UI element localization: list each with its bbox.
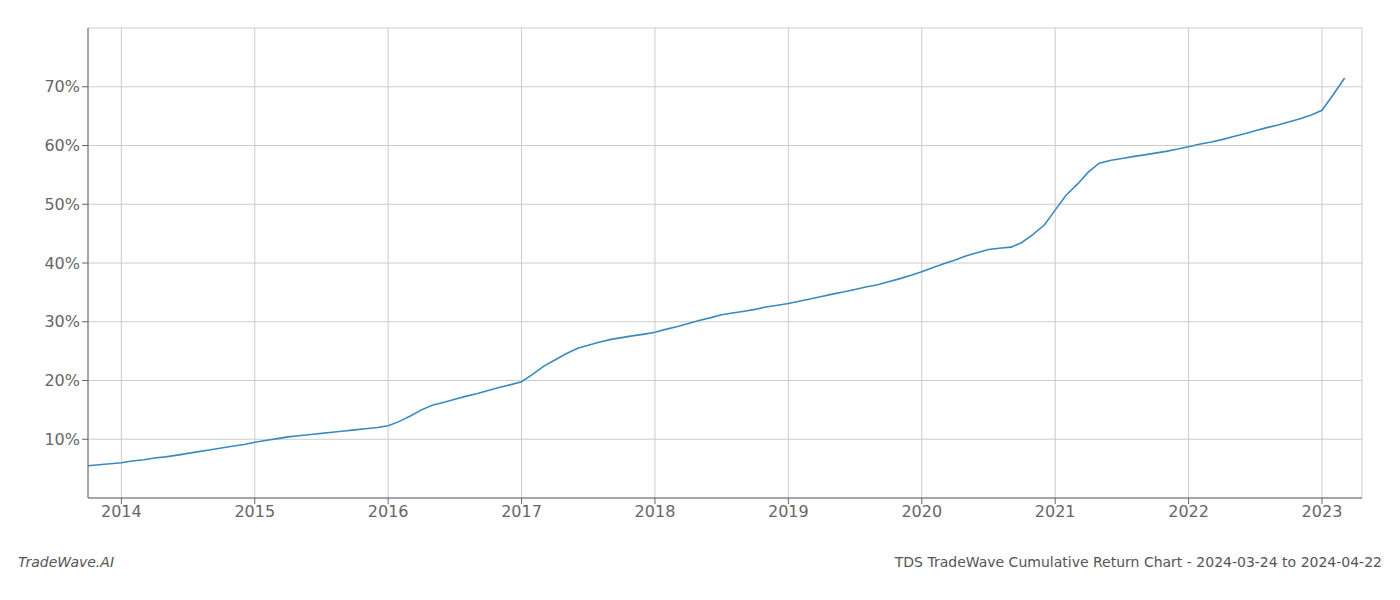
svg-text:2014: 2014	[101, 502, 142, 521]
svg-text:2022: 2022	[1168, 502, 1209, 521]
svg-text:2018: 2018	[635, 502, 676, 521]
svg-text:40%: 40%	[44, 254, 80, 273]
svg-text:2015: 2015	[234, 502, 275, 521]
svg-text:2017: 2017	[501, 502, 542, 521]
svg-text:2020: 2020	[901, 502, 942, 521]
html-text:TradeWave.AI: TradeWave.AI	[18, 554, 114, 570]
svg-text:2021: 2021	[1035, 502, 1076, 521]
html-text:TDS TradeWave Cumulative Retur: TDS TradeWave Cumulative Return Chart - …	[894, 554, 1382, 570]
svg-text:20%: 20%	[44, 371, 80, 390]
svg-text:2016: 2016	[368, 502, 409, 521]
svg-text:60%: 60%	[44, 136, 80, 155]
svg-text:30%: 30%	[44, 312, 80, 331]
svg-text:70%: 70%	[44, 77, 80, 96]
svg-text:10%: 10%	[44, 430, 80, 449]
svg-text:2019: 2019	[768, 502, 809, 521]
svg-text:50%: 50%	[44, 195, 80, 214]
svg-text:2023: 2023	[1302, 502, 1343, 521]
